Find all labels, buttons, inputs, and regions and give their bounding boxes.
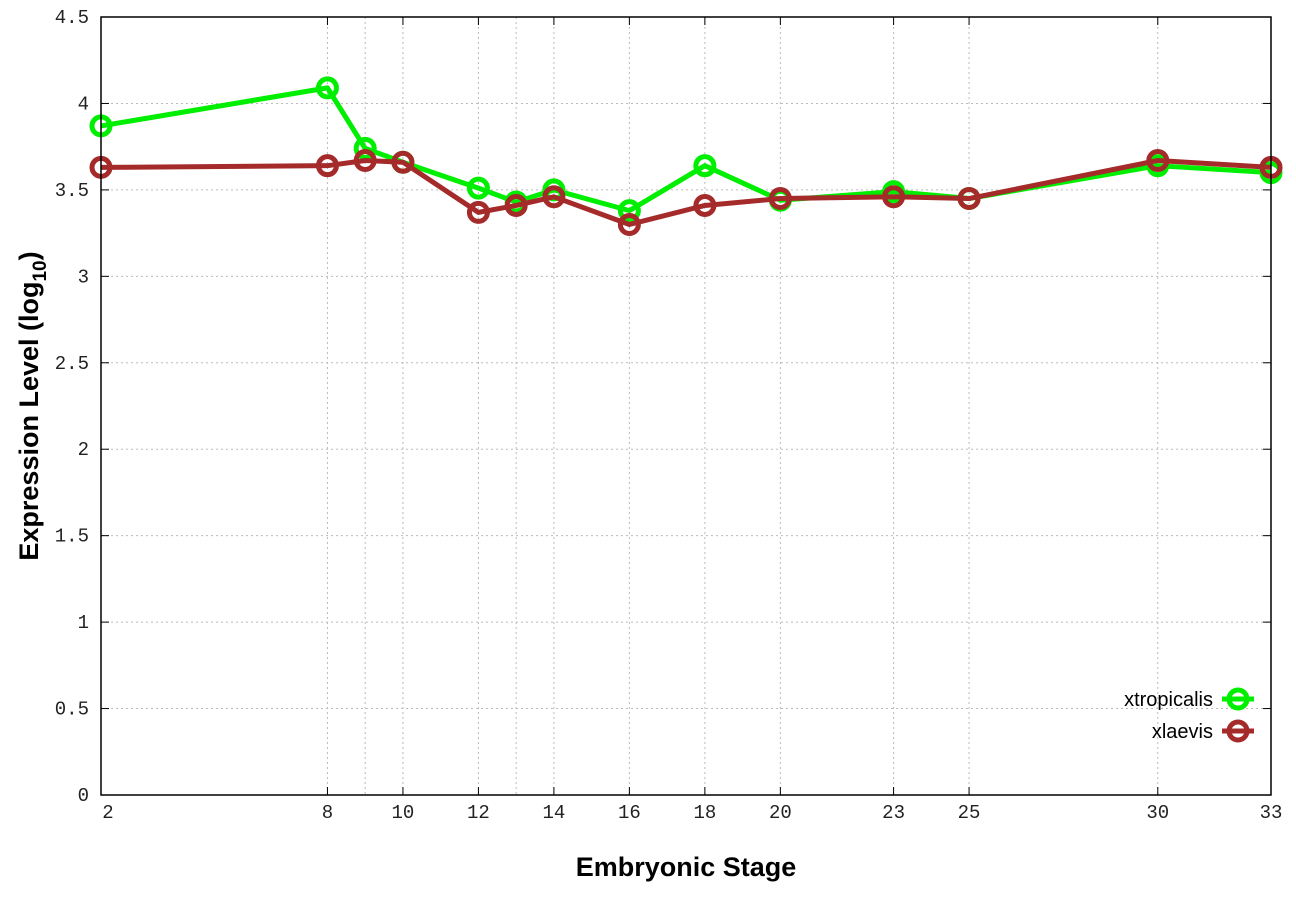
data-point <box>617 199 641 223</box>
x-tick-label: 30 <box>1146 802 1169 824</box>
data-point <box>1146 148 1170 172</box>
x-tick-label: 14 <box>542 802 565 824</box>
series-line <box>100 157 1272 227</box>
y-tick-label: 3 <box>78 266 89 288</box>
data-point <box>353 148 377 172</box>
x-tick-label: 2 <box>102 802 113 824</box>
data-point <box>315 76 339 100</box>
y-tick-label: 0.5 <box>55 699 89 721</box>
data-point <box>466 200 490 224</box>
data-point <box>693 193 717 217</box>
y-tick-label: 4 <box>78 93 89 115</box>
series-xlaevis <box>89 148 1283 236</box>
x-tick-label: 10 <box>392 802 415 824</box>
data-point <box>617 212 641 236</box>
y-tick-label: 4.5 <box>55 7 89 29</box>
y-tick-label: 2 <box>78 439 89 461</box>
data-point <box>391 150 415 174</box>
data-point <box>882 185 906 209</box>
legend-marker <box>1226 687 1250 711</box>
x-tick-label: 23 <box>882 802 905 824</box>
legend-marker <box>1226 719 1250 743</box>
x-tick-label: 18 <box>693 802 716 824</box>
data-point <box>957 187 981 211</box>
y-tick-label: 1.5 <box>55 526 89 548</box>
data-point <box>353 136 377 160</box>
data-point <box>542 185 566 209</box>
plot-frame <box>100 16 1272 796</box>
data-point <box>504 193 528 217</box>
x-tick-label: 25 <box>958 802 981 824</box>
series-line <box>100 85 1272 214</box>
axis-ticks: 0 0.5 1 1.5 2 2.5 3 3.5 4 4.5 2 8 10 12 14 16 18 20 23 25 30… <box>55 7 1283 824</box>
y-tick-label: 0 <box>78 785 89 807</box>
data-point <box>466 176 490 200</box>
grid <box>101 17 1271 795</box>
y-tick-label: 1 <box>78 612 89 634</box>
x-tick-label: 8 <box>322 802 333 824</box>
series-xtropicalis <box>89 76 1283 223</box>
series-group <box>89 76 1283 236</box>
data-point <box>768 187 792 211</box>
data-point <box>315 154 339 178</box>
x-axis-label: Embryonic Stage <box>576 852 797 882</box>
x-tick-label: 12 <box>467 802 490 824</box>
x-tick-label: 33 <box>1260 802 1283 824</box>
y-tick-label: 2.5 <box>55 353 89 375</box>
x-tick-label: 16 <box>618 802 641 824</box>
legend-label: xlaevis <box>1152 721 1213 743</box>
y-tick-label: 3.5 <box>55 180 89 202</box>
legend: xtropicalis xlaevis <box>1124 687 1254 743</box>
y-axis-label: Expression Level (log10) <box>14 251 51 560</box>
legend-label: xtropicalis <box>1124 689 1213 711</box>
data-point <box>693 154 717 178</box>
x-tick-label: 20 <box>769 802 792 824</box>
